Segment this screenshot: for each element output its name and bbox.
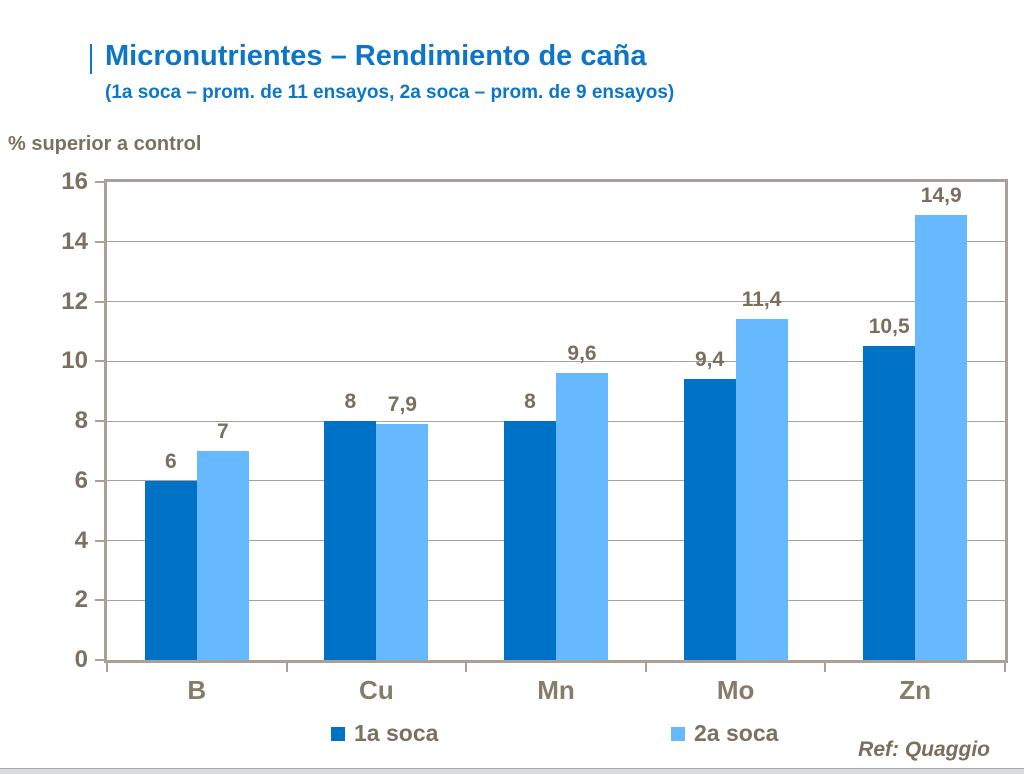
- data-label-2a-soca-Mo: 11,4: [741, 288, 782, 311]
- bar-2a-soca-Mo: [735, 319, 788, 660]
- bar-2a-soca-Zn: [915, 215, 968, 660]
- legend-item-1a-soca: 1a soca: [331, 719, 438, 747]
- y-tick-label-6: 6: [74, 466, 88, 494]
- y-tick-label-4: 4: [74, 526, 88, 554]
- bar-2a-soca-Cu: [376, 424, 429, 660]
- bar-2a-soca-Mn: [556, 373, 608, 660]
- y-axis-title: % superior a control: [8, 133, 202, 155]
- footnote-reference: Ref: Quaggio: [858, 738, 990, 761]
- y-tick-label-8: 8: [74, 407, 88, 434]
- x-tick-mark-2: [465, 663, 468, 672]
- y-tick-mark-12: [95, 300, 105, 303]
- y-tick-label-14: 14: [61, 227, 88, 255]
- y-tick-mark-6: [95, 479, 105, 482]
- y-tick-mark-10: [95, 360, 105, 363]
- legend-swatch-1a-soca: [331, 727, 345, 741]
- category-label-Mo: Mo: [716, 675, 755, 705]
- category-label-Zn: Zn: [899, 675, 932, 705]
- bar-1a-soca-Cu: [324, 421, 377, 660]
- y-tick-label-0: 0: [74, 646, 88, 673]
- data-label-2a-soca-Zn: 14,9: [920, 184, 962, 207]
- legend-item-2a-soca: 2a soca: [671, 719, 778, 747]
- bar-1a-soca-B: [144, 481, 197, 660]
- gridline-14: [107, 241, 1005, 243]
- x-tick-mark-4: [824, 663, 827, 672]
- footer-strip: [0, 768, 1024, 774]
- chart-subtitle: (1a soca – prom. de 11 ensayos, 2a soca …: [105, 82, 675, 103]
- y-tick-mark-0: [95, 659, 105, 661]
- x-tick-mark-5: [1004, 663, 1006, 672]
- y-tick-mark-8: [95, 420, 105, 422]
- data-label-2a-soca-Cu: 7,9: [387, 393, 417, 416]
- y-tick-label-16: 16: [61, 168, 88, 195]
- y-tick-mark-16: [95, 181, 105, 183]
- bar-1a-soca-Zn: [863, 346, 916, 660]
- x-tick-mark-1: [285, 663, 288, 672]
- category-label-Mn: Mn: [537, 675, 575, 705]
- data-label-2a-soca-Mn: 9,6: [567, 342, 597, 365]
- bar-1a-soca-Mn: [504, 421, 556, 660]
- y-tick-label-12: 12: [61, 287, 88, 315]
- x-tick-mark-0: [106, 663, 108, 672]
- y-tick-label-2: 2: [74, 586, 88, 614]
- y-tick-mark-4: [95, 539, 105, 542]
- gridline-12: [107, 301, 1005, 302]
- y-tick-label-10: 10: [61, 347, 88, 375]
- data-label-1a-soca-Cu: 8: [344, 390, 357, 413]
- data-label-1a-soca-Zn: 10,5: [868, 315, 910, 338]
- bar-1a-soca-Mo: [683, 379, 736, 660]
- data-label-1a-soca-Mo: 9,4: [694, 348, 725, 371]
- category-label-B: B: [187, 675, 207, 705]
- x-tick-mark-3: [644, 663, 647, 672]
- data-label-1a-soca-Mn: 8: [524, 390, 536, 413]
- data-label-1a-soca-B: 6: [164, 450, 177, 473]
- chart-title: Micronutrientes – Rendimiento de caña: [105, 40, 647, 72]
- legend-swatch-2a-soca: [671, 727, 685, 741]
- y-tick-mark-14: [95, 240, 105, 243]
- category-label-Cu: Cu: [359, 675, 394, 705]
- legend-label-2a-soca: 2a soca: [694, 719, 779, 746]
- y-tick-mark-2: [95, 599, 105, 602]
- bar-2a-soca-B: [196, 451, 249, 660]
- legend-label-1a-soca: 1a soca: [354, 719, 439, 746]
- plot-area: 6 7 8 7,9 8 9,6 9,4 11,4 10,5 14,9: [104, 179, 1008, 663]
- title-accent-bar: [90, 44, 92, 74]
- data-label-2a-soca-B: 7: [216, 420, 229, 443]
- gridline-10: [107, 360, 1005, 362]
